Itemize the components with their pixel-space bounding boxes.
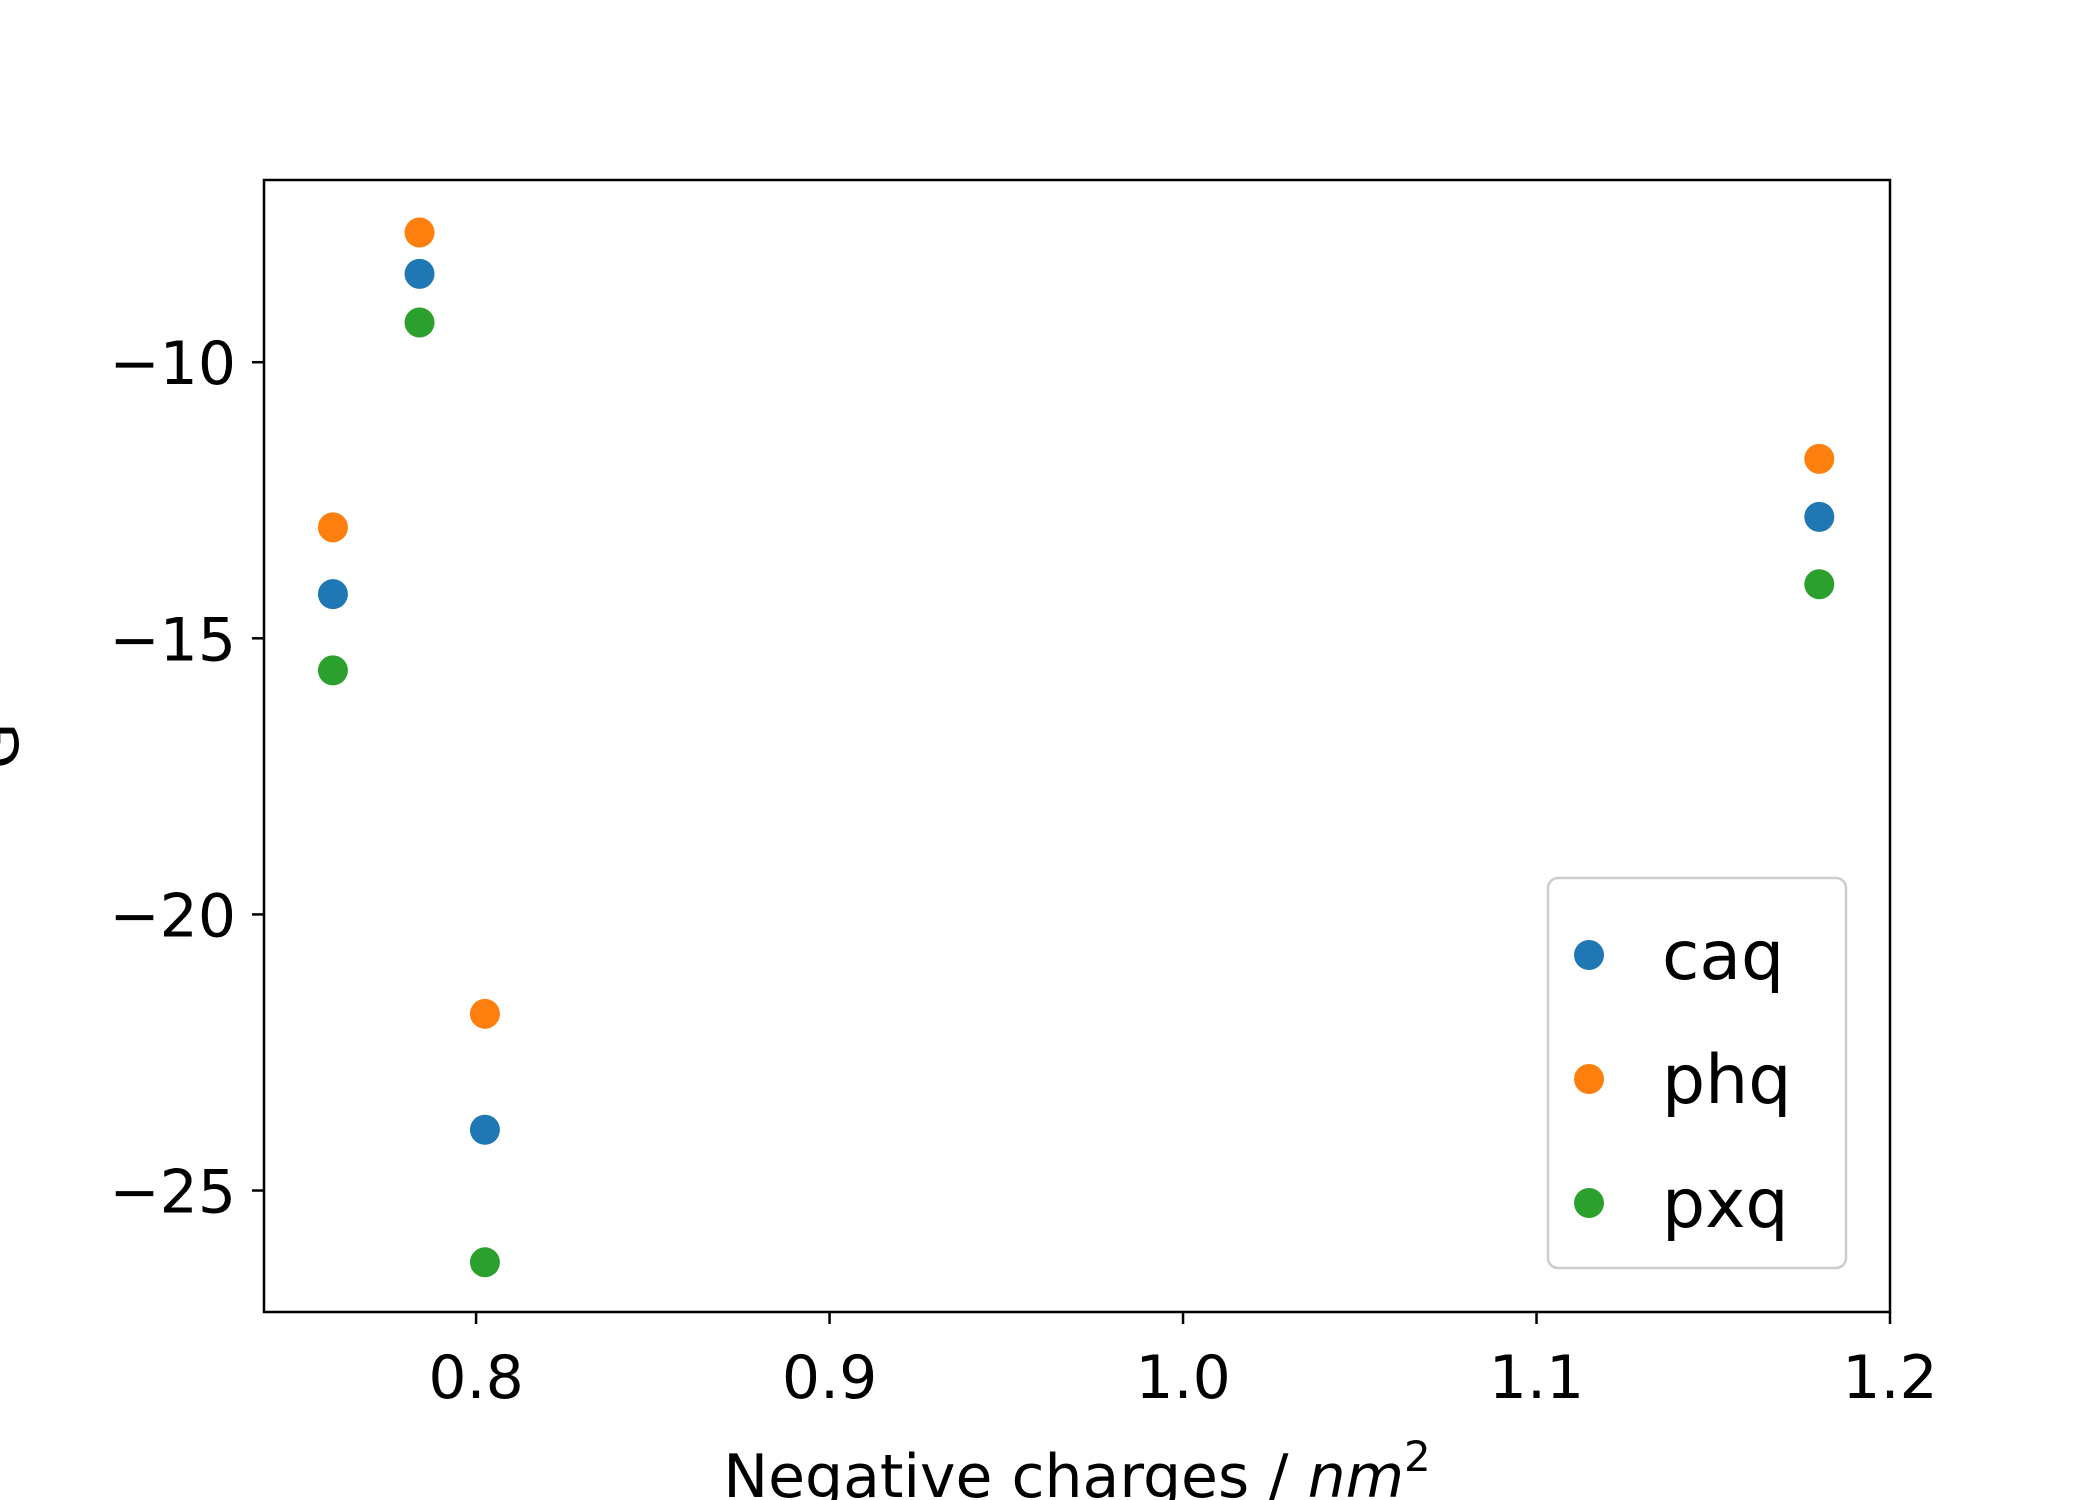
data-point-phq — [1804, 443, 1835, 474]
data-point-phq — [404, 217, 435, 248]
x-axis-ticks: 0.8 0.9 1.0 1.1 1.2 — [428, 1312, 1938, 1413]
x-tick-label: 1.1 — [1489, 1343, 1584, 1413]
legend-marker-caq — [1574, 940, 1604, 970]
y-tick-label: −10 — [109, 329, 236, 399]
legend-marker-phq — [1574, 1064, 1604, 1094]
data-point-pxq — [317, 655, 348, 686]
y-tick-label: −15 — [109, 605, 236, 675]
legend-label-caq: caq — [1662, 917, 1784, 996]
x-axis-label-prefix: Negative charges / — [723, 1442, 1307, 1500]
y-tick-label: −20 — [109, 881, 236, 951]
legend-box — [1546, 876, 1848, 1270]
x-axis-label-exponent: 2 — [1404, 1432, 1431, 1481]
data-point-phq — [469, 998, 500, 1029]
y-axis-ticks: −10 −15 −20 −25 — [109, 329, 264, 1228]
y-axis-label: G — [0, 723, 33, 770]
x-axis-label: Negative charges / nm2 — [723, 1432, 1431, 1500]
x-tick-label: 0.8 — [428, 1343, 523, 1413]
x-tick-label: 1.2 — [1842, 1343, 1937, 1413]
data-point-pxq — [1804, 569, 1835, 600]
legend-marker-pxq — [1574, 1188, 1604, 1218]
data-point-pxq — [469, 1247, 500, 1278]
data-points — [317, 217, 1835, 1278]
data-point-caq — [469, 1114, 500, 1145]
legend-label-pxq: pxq — [1662, 1165, 1789, 1244]
data-point-caq — [317, 579, 348, 610]
legend: caq phq pxq — [1546, 876, 1848, 1270]
x-axis-label-unit: nm — [1308, 1442, 1404, 1500]
x-tick-label: 1.0 — [1135, 1343, 1230, 1413]
data-point-pxq — [404, 307, 435, 338]
data-point-caq — [404, 258, 435, 289]
x-tick-label: 0.9 — [782, 1343, 877, 1413]
data-point-phq — [317, 512, 348, 543]
data-point-caq — [1804, 501, 1835, 532]
legend-label-phq: phq — [1662, 1041, 1791, 1120]
y-tick-label: −25 — [109, 1158, 236, 1228]
